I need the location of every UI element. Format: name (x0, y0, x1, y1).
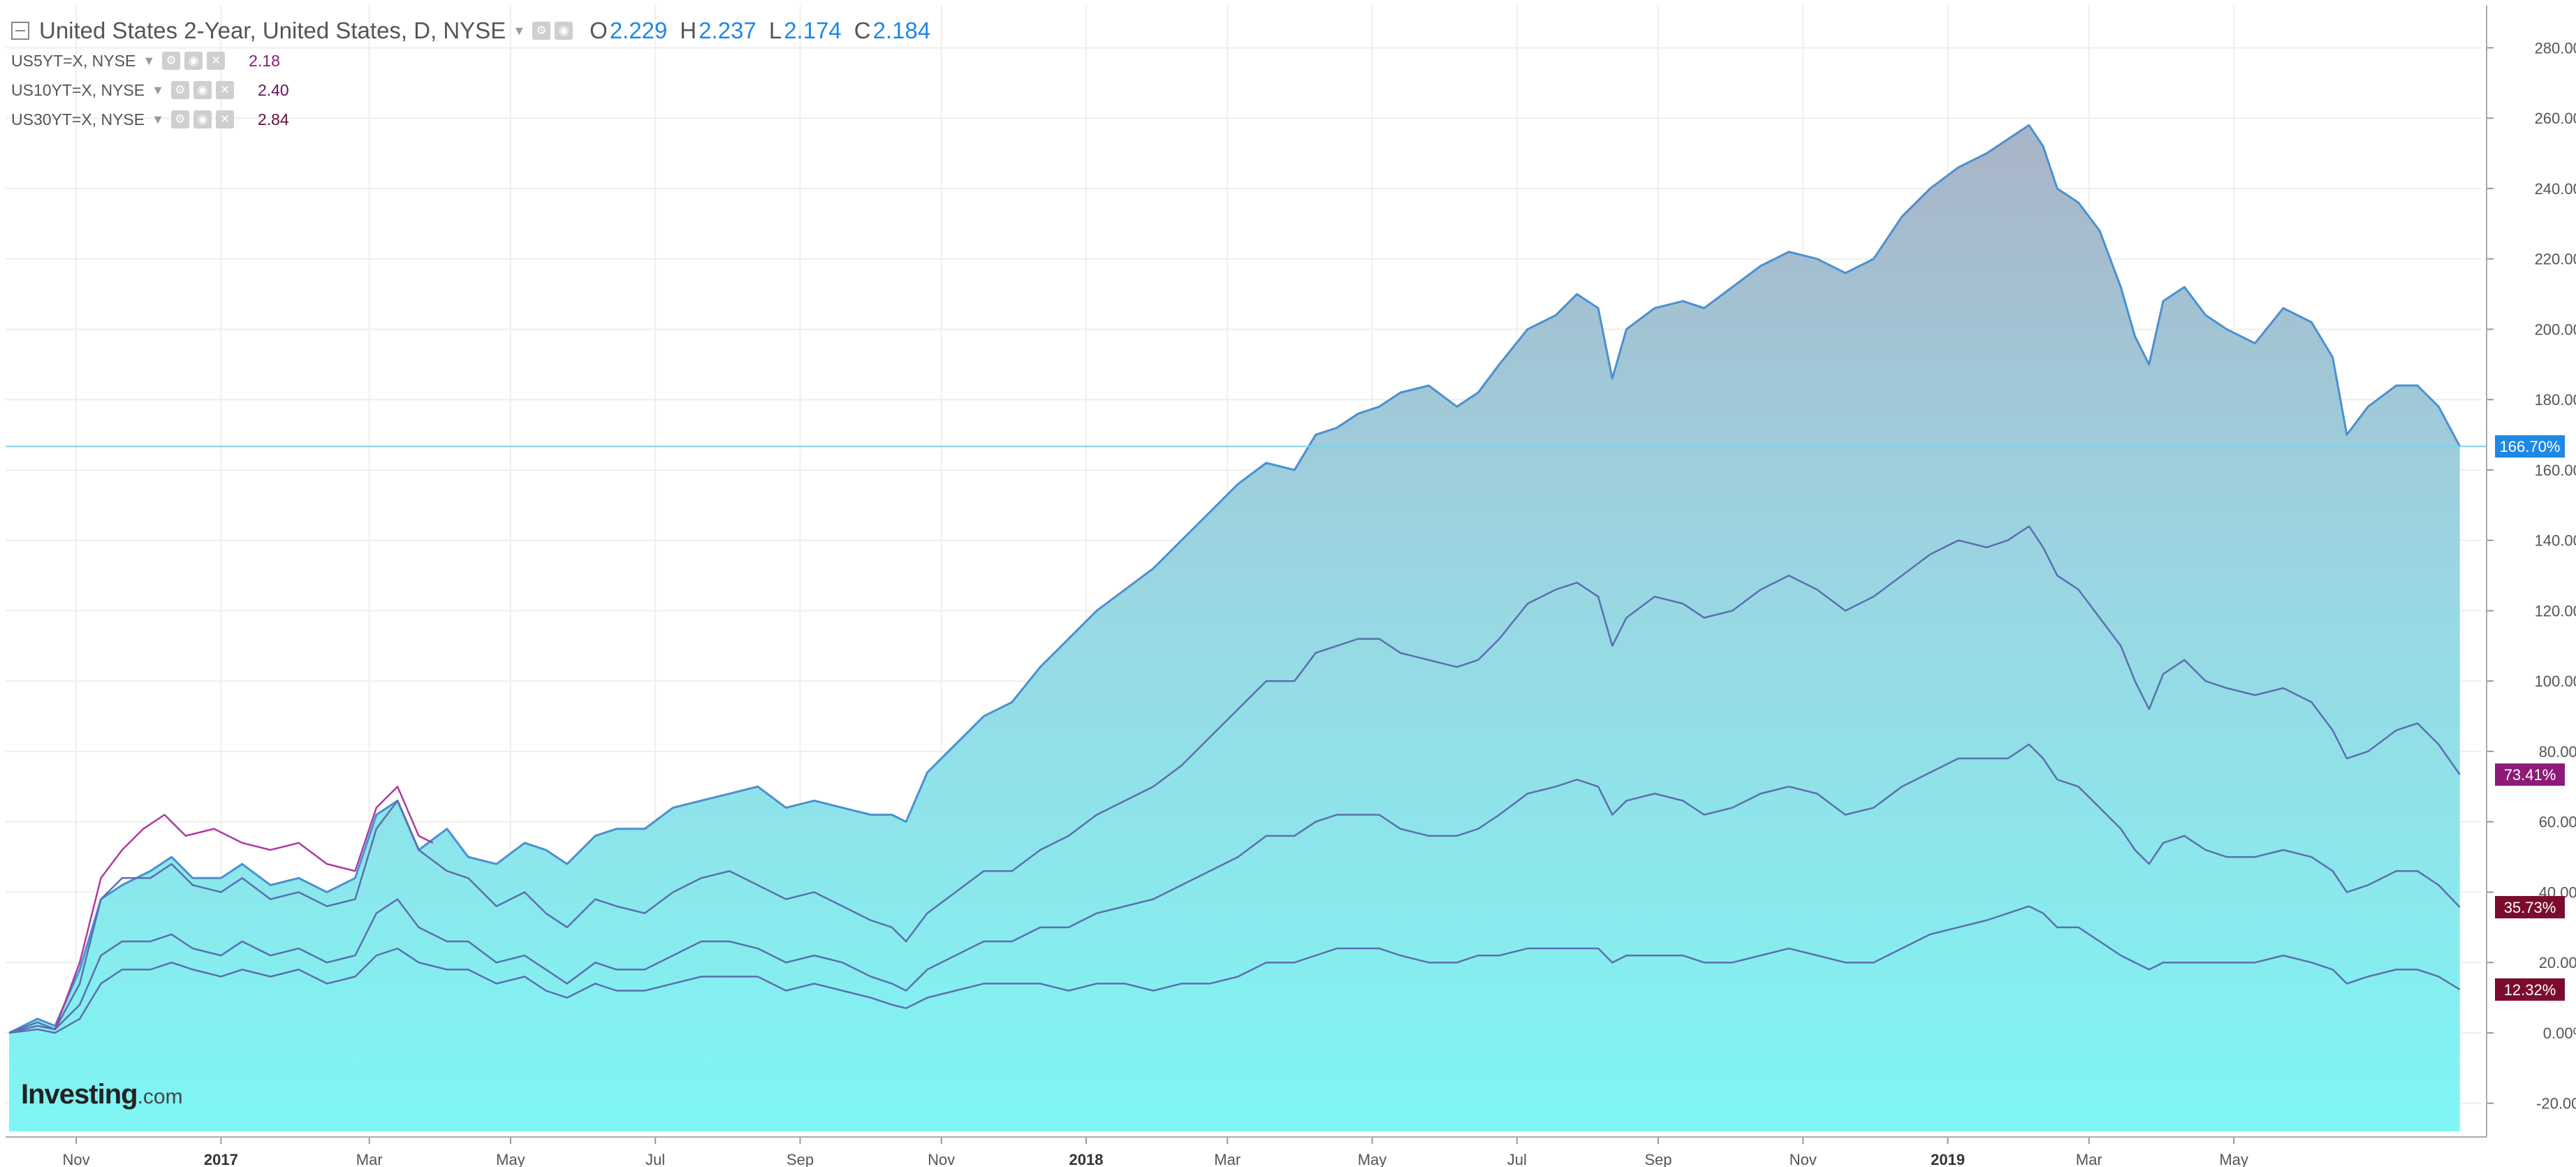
us5yt-line (8, 525, 2461, 1034)
y-tick-label: 0.00% (2543, 1025, 2576, 1042)
chevron-down-icon[interactable]: ▼ (513, 23, 526, 38)
settings-icon[interactable]: ⚙ (170, 81, 189, 99)
legend-row-us5yt: US5YT=X, NYSE ▼ ⚙ ◉ ✕ 2.18 (11, 46, 930, 75)
high-value: 2.237 (698, 17, 756, 43)
x-tick-label: May (496, 1151, 525, 1167)
legend-series-value: 2.40 (257, 80, 289, 99)
y-tick-label: 200.00% (2535, 321, 2576, 338)
legend-row-us30yt: US30YT=X, NYSE ▼ ⚙ ◉ ✕ 2.84 (11, 105, 930, 134)
high-key: H (680, 17, 697, 43)
x-tick-label: Sep (1644, 1151, 1671, 1167)
y-tick-label: 220.00% (2535, 251, 2576, 268)
x-tick-label: 2017 (204, 1151, 238, 1167)
last-value-text: 35.73% (2504, 899, 2556, 916)
low-key: L (768, 17, 782, 43)
legend-series-value: 2.18 (249, 51, 280, 70)
collapse-icon[interactable] (11, 22, 29, 40)
close-value: 2.184 (872, 17, 931, 43)
legend-main-row: United States 2-Year, United States, D, … (11, 15, 930, 46)
main-series-title[interactable]: United States 2-Year, United States, D, … (39, 17, 506, 43)
visibility-icon[interactable]: ◉ (184, 52, 203, 70)
settings-icon[interactable]: ⚙ (170, 110, 189, 129)
legend-series-name[interactable]: US30YT=X, NYSE (11, 110, 145, 129)
x-axis: Nov 2017 Mar May Jul Sep Nov 2018 Mar May Jul Sep No… (6, 1136, 2487, 1167)
last-value-text: 166.70% (2500, 438, 2561, 455)
investing-logo: Investing.com (21, 1079, 183, 1110)
x-tick-label: Jul (645, 1151, 665, 1167)
visibility-icon[interactable]: ◉ (193, 110, 212, 129)
legend-series-value: 2.84 (257, 110, 289, 129)
close-icon[interactable]: ✕ (215, 110, 234, 129)
x-tick-label: May (1358, 1151, 1387, 1167)
x-tick-label: Mar (2076, 1151, 2102, 1167)
y-tick-label: 20.00% (2539, 954, 2576, 971)
last-value-badge (2495, 895, 2565, 918)
y-tick-label: 180.00% (2535, 391, 2576, 409)
open-value: 2.229 (609, 17, 668, 43)
chevron-down-icon[interactable]: ▼ (152, 112, 164, 126)
x-tick-label: 2018 (1069, 1151, 1104, 1167)
chevron-down-icon[interactable]: ▼ (142, 53, 156, 68)
last-value-badge (2495, 435, 2565, 458)
main-series-area (9, 125, 2460, 1131)
y-tick-label: 280.00% (2535, 39, 2576, 57)
close-key: C (854, 17, 871, 43)
y-tick-label: -20.00% (2536, 1095, 2576, 1113)
chart-area (9, 125, 2460, 1131)
x-tick-label: Jul (1507, 1151, 1527, 1167)
y-tick-label: 160.00% (2535, 462, 2576, 479)
legend-row-us10yt: US10YT=X, NYSE ▼ ⚙ ◉ ✕ 2.40 (11, 75, 930, 105)
x-tick-label: Nov (1790, 1151, 1817, 1167)
x-tick-label: Mar (1214, 1151, 1241, 1167)
last-value-text: 12.32% (2504, 981, 2556, 999)
y-tick-label: 240.00% (2535, 180, 2576, 198)
open-key: O (590, 17, 608, 43)
legend-series-name[interactable]: US5YT=X, NYSE (11, 51, 136, 70)
low-value: 2.174 (784, 17, 842, 43)
last-value-labels: 166.70% 73.41% 35.73% 12.32% (2495, 435, 2565, 1001)
y-tick-label: 60.00% (2539, 814, 2576, 831)
close-icon[interactable]: ✕ (215, 81, 234, 99)
x-tick-label: Sep (786, 1151, 814, 1167)
chevron-down-icon[interactable]: ▼ (152, 82, 164, 97)
visibility-icon[interactable]: ◉ (193, 81, 212, 99)
y-axis: -20.00%0.00%20.00%40.00%60.00%80.00%100.… (2486, 6, 2576, 1137)
y-tick-label: 80.00% (2539, 743, 2576, 761)
close-icon[interactable]: ✕ (207, 52, 226, 70)
x-tick-label: May (2219, 1151, 2248, 1167)
x-tick-label: Nov (63, 1151, 90, 1167)
legend: United States 2-Year, United States, D, … (11, 15, 930, 134)
last-value-badge (2495, 978, 2565, 1001)
visibility-icon[interactable]: ◉ (555, 22, 573, 40)
settings-icon[interactable]: ⚙ (532, 22, 551, 40)
us5yt-overlay-line (54, 786, 434, 1030)
x-tick-label: 2019 (1931, 1151, 1965, 1167)
us10yt-line (8, 743, 2461, 1034)
x-tick-label: Nov (928, 1151, 955, 1167)
y-tick-label: 140.00% (2535, 532, 2576, 550)
chart-lines (6, 124, 2487, 1034)
y-tick-label: 120.00% (2535, 602, 2576, 619)
y-tick-label: 100.00% (2535, 673, 2576, 690)
x-tick-label: Mar (356, 1151, 383, 1167)
settings-icon[interactable]: ⚙ (162, 52, 181, 70)
legend-series-name[interactable]: US10YT=X, NYSE (11, 80, 145, 99)
us30yt-line (8, 905, 2461, 1034)
y-tick-label: 260.00% (2535, 110, 2576, 127)
last-value-text: 73.41% (2504, 766, 2556, 784)
last-value-badge (2495, 763, 2565, 786)
